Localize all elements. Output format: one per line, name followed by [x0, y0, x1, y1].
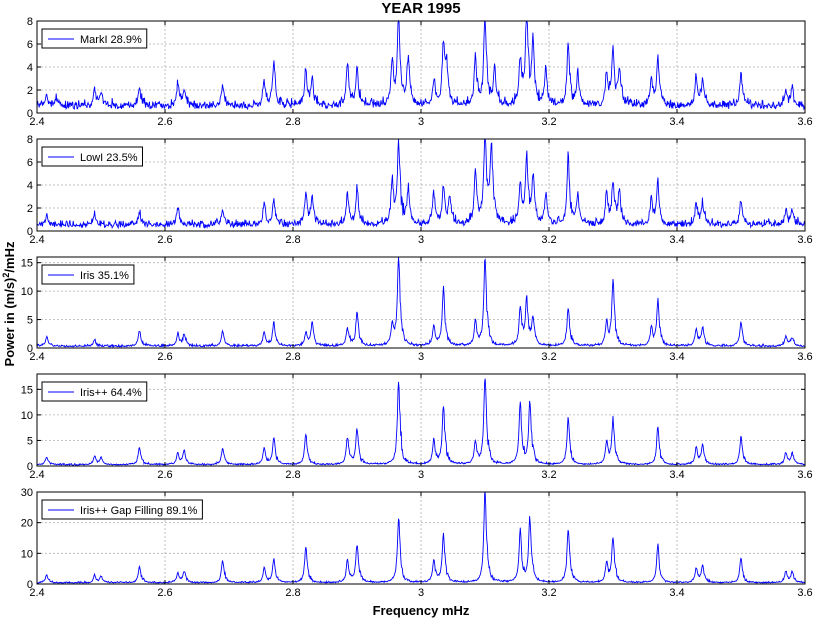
y-tick-label: 6 [27, 39, 33, 51]
x-tick-label: 2.4 [29, 469, 44, 481]
x-tick-label: 3.6 [797, 587, 812, 599]
x-axis-title: Frequency mHz [373, 603, 470, 618]
x-tick-label: 3.4 [669, 587, 684, 599]
x-tick-label: 2.6 [157, 116, 172, 128]
y-tick-label: 10 [21, 548, 33, 560]
x-tick-label: 2.6 [157, 587, 172, 599]
x-tick-label: 3.2 [541, 587, 556, 599]
y-axis-title-tail: /mHz [2, 241, 17, 273]
y-tick-label: 10 [21, 286, 33, 298]
x-tick-label: 3.2 [541, 116, 556, 128]
y-axis-title: Power in (m/s)2/mHz [1, 241, 17, 366]
panel-2: 2.4 2.6 2.8 3 3.2 3.4 3.6 0 2 4 6 8 LowI 23.5% [27, 134, 813, 246]
x-tick-label: 3.6 [797, 469, 812, 481]
legend: MarkI 28.9% [41, 28, 148, 49]
legend-box [41, 28, 148, 49]
panel-5: 2.4 2.6 2.8 3 3.2 3.4 3.6 0 10 20 30 Iris++ Gap Fil… [21, 487, 813, 599]
y-tick-label: 5 [27, 435, 33, 447]
y-tick-label: 0 [27, 343, 33, 355]
x-tick-label: 3.4 [669, 234, 684, 246]
legend-box [41, 499, 203, 520]
legend-label: MarkI 28.9% [80, 34, 142, 46]
y-tick-label: 15 [21, 384, 33, 396]
x-tick-label: 2.8 [285, 116, 300, 128]
legend: Iris++ Gap Filling 89.1% [41, 499, 203, 520]
x-tick-label: 2.6 [157, 234, 172, 246]
x-tick-label: 2.4 [29, 234, 44, 246]
x-tick-label: 3 [418, 116, 424, 128]
legend: Iris 35.1% [41, 264, 135, 285]
series-line [36, 19, 806, 111]
x-tick-label: 2.4 [29, 351, 44, 363]
x-tick-label: 3.4 [669, 469, 684, 481]
y-tick-label: 6 [27, 157, 33, 169]
x-tick-label: 2.8 [285, 469, 300, 481]
x-tick-label: 3.6 [797, 351, 812, 363]
y-tick-label: 8 [27, 16, 33, 28]
x-tick-label: 3.6 [797, 234, 812, 246]
x-tick-label: 3.4 [669, 351, 684, 363]
y-axis-title-main: Power in (m/s) [2, 278, 17, 367]
y-tick-label: 0 [27, 461, 33, 473]
y-tick-label: 0 [27, 579, 33, 591]
x-tick-label: 3.2 [541, 351, 556, 363]
x-tick-label: 2.4 [29, 587, 44, 599]
legend: LowI 23.5% [41, 146, 143, 167]
x-tick-label: 3.4 [669, 116, 684, 128]
x-tick-label: 3 [418, 469, 424, 481]
x-tick-label: 3.2 [541, 469, 556, 481]
y-tick-label: 4 [27, 62, 33, 74]
legend-box [41, 146, 143, 167]
y-tick-label: 0 [27, 226, 33, 238]
panel-4: 2.4 2.6 2.8 3 3.2 3.4 3.6 0 5 10 15 Iris++ 64.4% [21, 373, 813, 481]
x-tick-label: 2.6 [157, 469, 172, 481]
x-tick-label: 2.6 [157, 351, 172, 363]
y-tick-label: 5 [27, 315, 33, 327]
y-tick-label: 8 [27, 134, 33, 146]
figure-title: YEAR 1995 [381, 0, 460, 17]
y-tick-label: 2 [27, 85, 33, 97]
x-tick-label: 2.8 [285, 587, 300, 599]
legend-label: Iris++ Gap Filling 89.1% [80, 505, 198, 517]
y-tick-label: 2 [27, 203, 33, 215]
x-tick-label: 3.6 [797, 116, 812, 128]
x-tick-label: 2.4 [29, 116, 44, 128]
y-tick-label: 20 [21, 518, 33, 530]
legend-box [41, 264, 135, 285]
x-tick-label: 3.2 [541, 234, 556, 246]
y-axis-title-sup: 2 [1, 273, 11, 278]
y-tick-label: 30 [21, 487, 33, 499]
legend-label: Iris++ 64.4% [80, 387, 142, 399]
y-tick-label: 4 [27, 180, 33, 192]
panel-3: 2.4 2.6 2.8 3 3.2 3.4 3.6 0 5 10 15 Iris 35.1% [21, 256, 813, 363]
x-tick-label: 3 [418, 234, 424, 246]
y-tick-label: 10 [21, 410, 33, 422]
legend-box [41, 381, 148, 402]
x-tick-label: 2.8 [285, 234, 300, 246]
series-line [36, 138, 806, 230]
x-tick-label: 3 [418, 587, 424, 599]
x-tick-label: 3 [418, 351, 424, 363]
panel-1: 2.4 2.6 2.8 3 3.2 3.4 3.6 0 2 4 6 8 MarkI 28.9% [27, 16, 813, 128]
legend-label: LowI 23.5% [80, 152, 138, 164]
y-tick-label: 0 [27, 108, 33, 120]
legend: Iris++ 64.4% [41, 381, 148, 402]
y-tick-label: 15 [21, 258, 33, 270]
legend-label: Iris 35.1% [80, 270, 129, 282]
x-tick-label: 2.8 [285, 351, 300, 363]
